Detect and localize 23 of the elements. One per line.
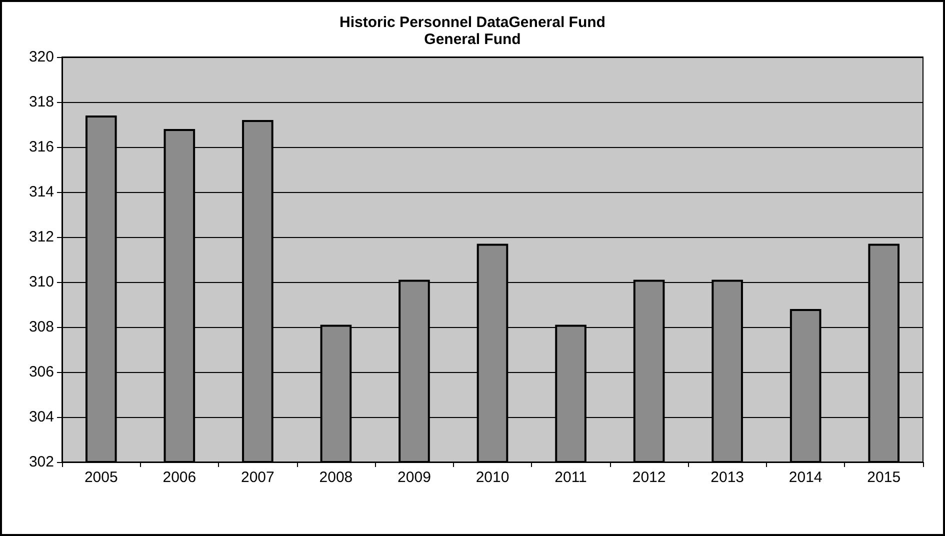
y-tick-label: 310 bbox=[28, 274, 54, 290]
x-tick-label: 2014 bbox=[788, 469, 822, 486]
y-tick-label: 314 bbox=[28, 184, 54, 200]
y-tick-label: 316 bbox=[28, 138, 54, 156]
x-tick-label: 2006 bbox=[162, 469, 196, 486]
x-tick-label: 2015 bbox=[867, 469, 901, 486]
x-tick-label: 2005 bbox=[84, 469, 118, 486]
chart-title: Historic Personnel DataGeneral Fund bbox=[340, 14, 606, 31]
y-tick-label: 308 bbox=[28, 318, 54, 336]
x-tick-label: 2007 bbox=[240, 469, 274, 486]
chart-subtitle: General Fund bbox=[424, 31, 521, 48]
y-tick-label: 320 bbox=[28, 48, 54, 66]
x-tick-label: 2013 bbox=[710, 469, 744, 486]
y-tick-label: 306 bbox=[28, 364, 54, 380]
x-tick-label: 2009 bbox=[398, 469, 431, 486]
y-tick-label: 312 bbox=[28, 228, 54, 246]
x-tick-label: 2012 bbox=[632, 469, 666, 486]
y-tick-label: 304 bbox=[28, 408, 54, 426]
x-tick-label: 2008 bbox=[319, 469, 353, 486]
y-tick-label: 318 bbox=[28, 94, 54, 110]
x-tick-label: 2010 bbox=[476, 469, 510, 486]
x-tick-label: 2011 bbox=[554, 469, 587, 486]
y-tick-label: 302 bbox=[28, 454, 54, 470]
